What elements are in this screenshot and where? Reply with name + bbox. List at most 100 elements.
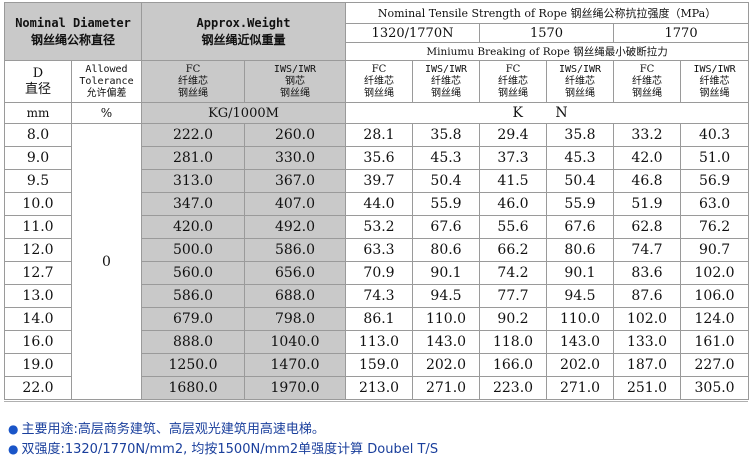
table-row: 22.0 1680.0 1970.0 213.0 271.0 223.0 271.0 251.…	[4, 376, 750, 400]
breaking-load-cell: 74.7	[613, 238, 682, 262]
approx-weight-en: Approx.Weight	[196, 15, 291, 30]
note-strength: ● 双强度:1320/1770N/mm2, 均按1500N/mm2单强度计算 Do…	[8, 438, 438, 457]
fc-cn1: 纤维芯	[364, 75, 395, 87]
breaking-load-cell: 67.6	[546, 215, 615, 239]
iws-weight-cell: 407.0	[243, 192, 347, 216]
breaking-load-cell: 227.0	[680, 353, 750, 377]
table-row: 14.0 679.0 798.0 86.1 110.0 90.2 110.0 102.0 124…	[4, 307, 750, 331]
unit-mm: mm	[4, 102, 72, 124]
breaking-load-cell: 35.8	[546, 123, 615, 147]
fc-weight-cell: 313.0	[141, 169, 245, 193]
breaking-load-cell: 33.2	[613, 123, 682, 147]
iws-weight-cell: 688.0	[243, 284, 347, 308]
diameter-d-label-cn: 直径	[24, 81, 51, 97]
diameter-cell: 16.0	[4, 330, 72, 354]
breaking-load-cell: 77.7	[479, 284, 548, 308]
iws-en: IWS/IWR	[424, 63, 468, 75]
diameter-cell: 12.0	[4, 238, 72, 262]
breaking-load-cell: 45.3	[412, 146, 481, 170]
breaking-load-cell: 90.1	[412, 261, 481, 285]
table-row: 19.0 1250.0 1470.0 159.0 202.0 166.0 202.0 187.…	[4, 353, 750, 377]
breaking-load-cell: 166.0	[479, 353, 548, 377]
fc-en: FC	[371, 63, 387, 75]
fc-weight-cell: 560.0	[141, 261, 245, 285]
iws-weight-cell: 798.0	[243, 307, 347, 331]
iws-1570-header: IWS/IWR 纤维芯 钢丝绳	[546, 60, 615, 103]
fc-en: FC	[505, 63, 521, 75]
breaking-load-cell: 305.0	[680, 376, 750, 400]
breaking-load-cell: 271.0	[412, 376, 481, 400]
iws-cn2: 钢丝绳	[431, 87, 462, 99]
breaking-load-cell: 110.0	[412, 307, 481, 331]
breaking-load-cell: 37.3	[479, 146, 548, 170]
fc-weight-cell: 1680.0	[141, 376, 245, 400]
diameter-cell: 13.0	[4, 284, 72, 308]
iws-weight-cell: 1470.0	[243, 353, 347, 377]
breaking-load-cell: 271.0	[546, 376, 615, 400]
breaking-load-cell: 202.0	[412, 353, 481, 377]
breaking-load-cell: 110.0	[546, 307, 615, 331]
fc-cn2: 钢丝绳	[632, 87, 663, 99]
note-strength-text: 双强度:1320/1770N/mm2, 均按1500N/mm2单强度计算 Dou…	[21, 442, 439, 457]
table-row: 11.0 420.0 492.0 53.2 67.6 55.6 67.6 62.8 76.2	[4, 215, 750, 239]
breaking-load-cell: 102.0	[613, 307, 682, 331]
breaking-load-cell: 94.5	[546, 284, 615, 308]
table-row: 9.0 281.0 330.0 35.6 45.3 37.3 45.3 42.0 51.0	[4, 146, 750, 170]
approx-weight-cn: 钢丝绳近似重量	[201, 32, 286, 47]
breaking-load-cell: 90.7	[680, 238, 750, 262]
iws-1770-header: IWS/IWR 纤维芯 钢丝绳	[680, 60, 750, 103]
iws-weight-header: IWS/IWR 钢芯 钢丝绳	[243, 60, 347, 103]
diameter-d-label: D	[32, 65, 44, 81]
divider	[4, 401, 748, 402]
tolerance-cell: 0	[71, 123, 142, 400]
breaking-load-cell: 44.0	[345, 192, 414, 216]
diameter-cell: 10.0	[4, 192, 72, 216]
fc-weight-cell: 679.0	[141, 307, 245, 331]
breaking-load-cell: 118.0	[479, 330, 548, 354]
diameter-cell: 14.0	[4, 307, 72, 331]
fc-cn2: 钢丝绳	[498, 87, 529, 99]
breaking-load-cell: 143.0	[412, 330, 481, 354]
breaking-load-cell: 159.0	[345, 353, 414, 377]
fc-cn1: 纤维芯	[178, 75, 208, 87]
iws-en: IWS/IWR	[558, 63, 602, 75]
breaking-load-cell: 50.4	[546, 169, 615, 193]
breaking-load-cell: 28.1	[345, 123, 414, 147]
grade-1770: 1770	[613, 23, 750, 43]
iws-cn1: 纤维芯	[565, 75, 596, 87]
breaking-load-cell: 55.9	[546, 192, 615, 216]
breaking-load-cell: 74.2	[479, 261, 548, 285]
breaking-load-cell: 124.0	[680, 307, 750, 331]
diameter-cell: 11.0	[4, 215, 72, 239]
approx-weight-header: Approx.Weight 钢丝绳近似重量	[140, 2, 347, 61]
iws-cn2: 钢丝绳	[280, 87, 310, 99]
iws-weight-cell: 492.0	[243, 215, 347, 239]
bullet-icon: ●	[8, 442, 19, 456]
diameter-d-header: D 直径	[4, 60, 72, 103]
breaking-load-cell: 51.0	[680, 146, 750, 170]
breaking-load-cell: 187.0	[613, 353, 682, 377]
fc-1570-header: FC 纤维芯 钢丝绳	[479, 60, 548, 103]
tolerance-cn: 允许偏差	[86, 87, 127, 99]
iws-1320-header: IWS/IWR 纤维芯 钢丝绳	[412, 60, 481, 103]
tolerance-en-1: Allowed	[85, 63, 128, 75]
breaking-load-cell: 90.2	[479, 307, 548, 331]
breaking-load-cell: 50.4	[412, 169, 481, 193]
iws-cn1: 钢芯	[285, 75, 305, 87]
diameter-cell: 9.5	[4, 169, 72, 193]
table-row: 16.0 888.0 1040.0 113.0 143.0 118.0 143.0 133.0…	[4, 330, 750, 354]
breaking-load-cell: 86.1	[345, 307, 414, 331]
iws-cn2: 钢丝绳	[699, 87, 730, 99]
breaking-load-cell: 67.6	[412, 215, 481, 239]
iws-weight-cell: 330.0	[243, 146, 347, 170]
fc-en: FC	[639, 63, 655, 75]
fc-weight-cell: 222.0	[141, 123, 245, 147]
fc-cn2: 钢丝绳	[178, 87, 208, 99]
fc-1320-header: FC 纤维芯 钢丝绳	[345, 60, 414, 103]
tensile-strength-header: Nominal Tensile Strength of Rope 钢丝绳公称抗拉…	[345, 2, 750, 24]
fc-weight-cell: 1250.0	[141, 353, 245, 377]
fc-cn1: 纤维芯	[498, 75, 529, 87]
nominal-diameter-cn: 钢丝绳公称直径	[30, 32, 115, 47]
breaking-load-cell: 213.0	[345, 376, 414, 400]
breaking-load-cell: 161.0	[680, 330, 750, 354]
